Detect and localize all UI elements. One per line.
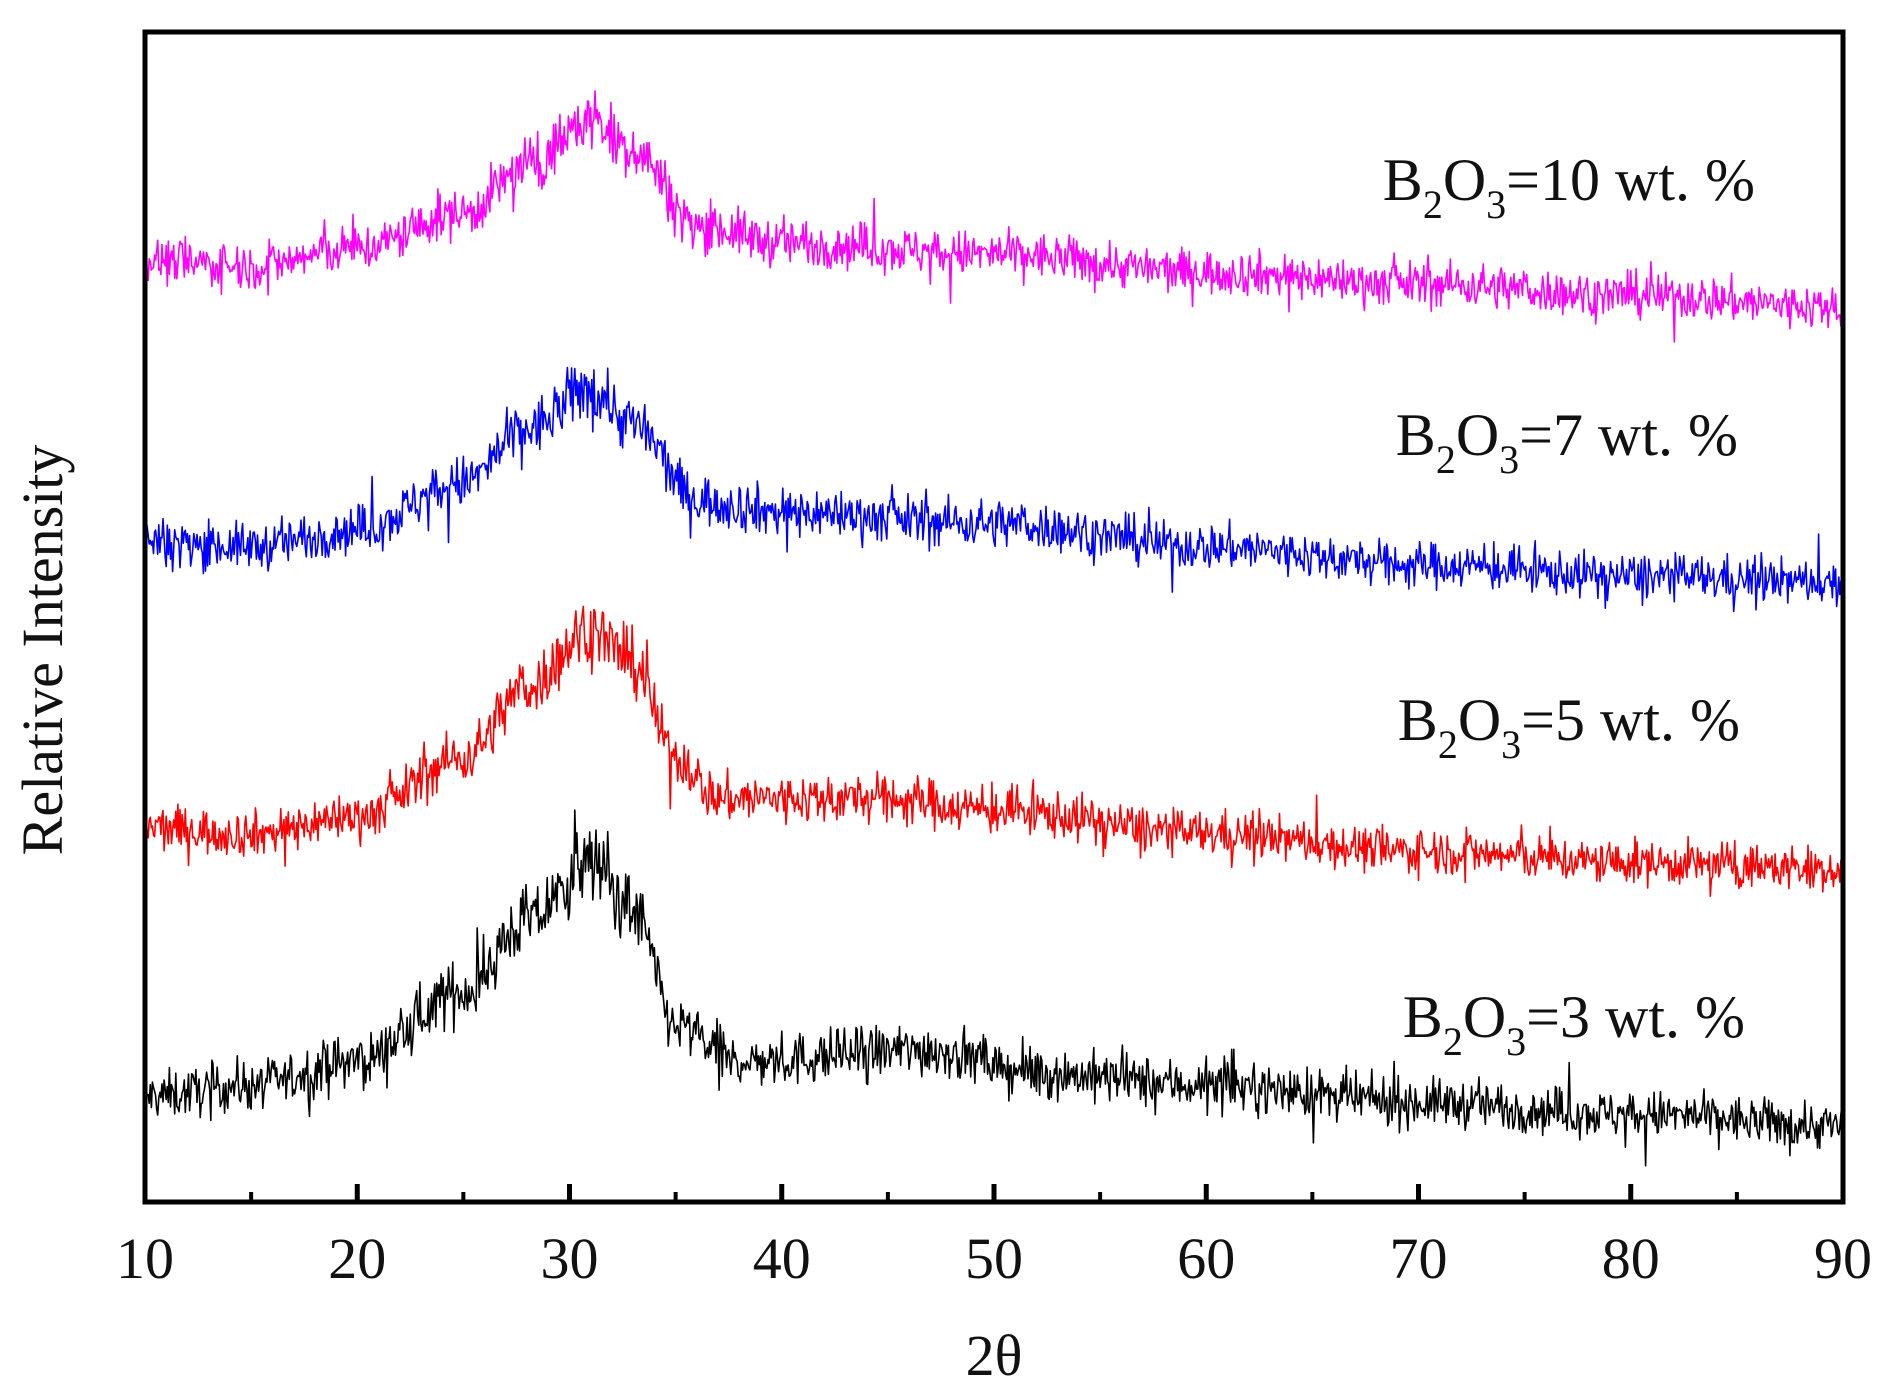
x-ticks: [142, 1184, 1846, 1202]
series-line-3: [144, 366, 1844, 613]
x-tick-label-50: 50: [965, 1226, 1023, 1291]
series-label-7wt: B2O3=7 wt. %: [1396, 402, 1738, 482]
series-label-5wt: B2O3=5 wt. %: [1398, 687, 1740, 767]
x-tick-label-90: 90: [1814, 1226, 1872, 1291]
x-tick-label-60: 60: [1177, 1226, 1235, 1291]
x-tick-label-80: 80: [1602, 1226, 1660, 1291]
series-line-1: [144, 809, 1844, 1167]
x-tick-label-70: 70: [1390, 1226, 1448, 1291]
series-label-3wt: B2O3=3 wt. %: [1403, 984, 1745, 1064]
series-line-4: [144, 90, 1844, 343]
x-tick-label-20: 20: [328, 1226, 386, 1291]
x-tick-label-30: 30: [541, 1226, 599, 1291]
y-axis-label: Relative Intensity: [10, 445, 75, 856]
x-tick-label-10: 10: [116, 1226, 174, 1291]
x-axis-label: 2θ: [966, 1323, 1023, 1386]
series-layer: [144, 90, 1844, 1167]
x-tick-label-40: 40: [753, 1226, 811, 1291]
series-label-10wt: B2O3=10 wt. %: [1383, 147, 1755, 227]
x-tick-labels: 10 20 30 40 50 60 70 80 90: [116, 1226, 1872, 1291]
series-line-2: [144, 605, 1844, 897]
series-labels: B2O3=10 wt. % B2O3=7 wt. % B2O3=5 wt. % …: [1383, 147, 1755, 1064]
